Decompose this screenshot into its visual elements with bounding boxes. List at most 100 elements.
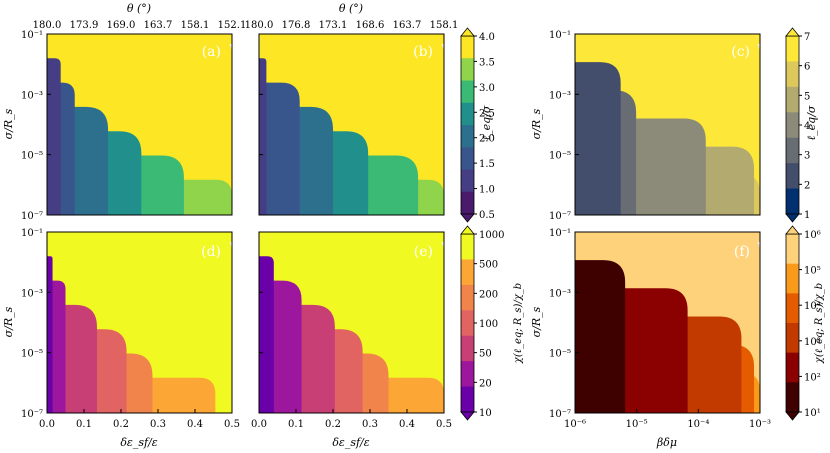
panel-f-frame [574, 231, 761, 414]
theta-tick-label: 163.7 [144, 20, 173, 31]
x-tick-label: 0.4 [187, 419, 203, 430]
colorbar-segment [786, 86, 799, 113]
y-tick-label: 10⁻³ [21, 90, 43, 101]
colorbar-segment [786, 112, 799, 139]
colorbar-segment [461, 284, 474, 311]
y-tick-label: 10⁻⁷ [21, 211, 43, 222]
colorbar-segment [461, 386, 474, 413]
colorbar-segment [786, 163, 799, 190]
x-label-f: βδμ [656, 436, 677, 449]
colorbar-arrow-bottom [785, 213, 800, 223]
y-tick-label: 10⁻⁷ [21, 409, 43, 420]
colorbar-tick-label: 20 [479, 378, 492, 389]
x-tick-label: 0.2 [325, 419, 341, 430]
panel-d-frame [46, 231, 233, 414]
colorbar-label-2: χ(ℓ_eq; R_s)/χ_b [513, 283, 524, 364]
theta-tick-label: 168.6 [356, 20, 385, 31]
panel-d-top-band [47, 232, 232, 242]
y-tick-label: 10⁻³ [549, 90, 571, 101]
colorbar-tick-label: 0.5 [479, 210, 495, 221]
colorbar-tick-label: 4 [804, 121, 810, 132]
panel-f-level-0 [575, 260, 626, 413]
colorbar-tick-label: 2.0 [479, 134, 495, 145]
x-tick-label: 0.5 [436, 419, 452, 430]
colorbar-arrow-top [460, 27, 475, 37]
y-tick-label: 10⁻¹ [549, 30, 571, 41]
theta-tick-label: 158.1 [181, 20, 210, 31]
x-tick-label: 0.3 [362, 419, 378, 430]
colorbar-segment [786, 234, 799, 265]
colorbar-segment [461, 310, 474, 337]
panel-a-level-0 [47, 58, 61, 215]
colorbar-tick-label: 4.0 [479, 32, 495, 43]
panel-d: (d) [46, 231, 233, 414]
x-tick-label: 0.0 [251, 419, 267, 430]
colorbar-arrow-bottom [460, 213, 475, 223]
colorbar-tick-label: 3 [804, 151, 810, 162]
x-tick-label: 0.3 [150, 419, 166, 430]
colorbar-segment [786, 137, 799, 164]
x-tick-label: 0.4 [399, 419, 415, 430]
colorbar-segment [461, 125, 474, 148]
y-tick-label: 10⁻⁷ [549, 211, 571, 222]
colorbar-segment [786, 323, 799, 354]
x-tick-label: 10⁻³ [749, 419, 771, 430]
colorbar-segment [461, 234, 474, 260]
x-tick-label: 10⁻⁵ [626, 419, 648, 430]
y-tick-label: 10⁻⁵ [21, 349, 43, 360]
colorbar-label-1: ℓ_eq/σ [805, 105, 818, 140]
colorbar-segment [786, 263, 799, 294]
theta-tick-label: 176.8 [282, 20, 311, 31]
colorbar-arrow-top [785, 225, 800, 235]
colorbar-segment [461, 80, 474, 104]
x-tick-label: 0.1 [288, 419, 304, 430]
y-label-f: σ/R_s [530, 306, 543, 337]
colorbar-tick-label: 1000 [479, 230, 504, 241]
colorbar-label-3: χ(ℓ_eq; R_s)/χ_b [814, 283, 825, 364]
colorbar-tick-label: 6 [804, 62, 810, 73]
y-tick-label: 10⁻⁵ [549, 349, 571, 360]
theta-tick-label: 163.7 [393, 20, 422, 31]
colorbar-tick-label: 50 [479, 349, 492, 360]
y-label-d: σ/R_s [2, 306, 15, 337]
colorbar-segment [461, 169, 474, 193]
y-tick-label: 10⁻⁵ [549, 151, 571, 162]
panel-b-level-1 [259, 82, 300, 215]
panel-b-level-0 [259, 58, 267, 215]
colorbar-tick-label: 1.0 [479, 185, 495, 196]
colorbar-segment [461, 259, 474, 286]
colorbar-segment [461, 361, 474, 388]
theta-label-right: θ (°) [339, 2, 363, 15]
y-tick-label: 10⁻⁷ [549, 409, 571, 420]
colorbar-heat: 10⁶ 10⁵ 10⁴ 10³ 10² 10¹ [785, 225, 821, 421]
theta-tick-label: 180.0 [33, 20, 62, 31]
colorbar-viridis: 4.0 3.5 3.0 2.5 2.0 1.5 1.0 0.5 [460, 27, 495, 223]
panel-a: (a) [46, 33, 233, 216]
panel-a-label: (a) [202, 44, 221, 60]
panel-b-top-band [259, 34, 444, 44]
y-tick-label: 10⁻³ [21, 288, 43, 299]
y-label-a: σ/R_s [2, 108, 15, 139]
colorbar-tick-label: 200 [479, 289, 498, 300]
panel-f: (f) [574, 231, 761, 414]
colorbar-segment [461, 36, 474, 59]
colorbar-tick-label: 10 [479, 408, 492, 419]
colorbar-segment [461, 191, 474, 215]
colorbar-tick-label: 2.5 [479, 108, 495, 119]
x-label-e: δε_sf/ε [332, 436, 369, 449]
panel-e-top-band [259, 232, 444, 242]
x-tick-label: 0.5 [224, 419, 240, 430]
colorbar-segment [786, 293, 799, 324]
panel-e-label: (e) [414, 244, 433, 260]
theta-tick-label: 173.9 [70, 20, 99, 31]
colorbar-tick-label: 10¹ [804, 408, 821, 419]
colorbar-segment [786, 382, 799, 413]
panel-c-frame [574, 33, 761, 216]
y-tick-label: 10⁻¹ [21, 228, 43, 239]
y-tick-label: 10⁻¹ [21, 30, 43, 41]
colorbar-segment [461, 335, 474, 362]
colorbar-arrow-top [460, 225, 475, 235]
x-tick-label: 0.1 [76, 419, 92, 430]
x-tick-label: 0.2 [113, 419, 129, 430]
